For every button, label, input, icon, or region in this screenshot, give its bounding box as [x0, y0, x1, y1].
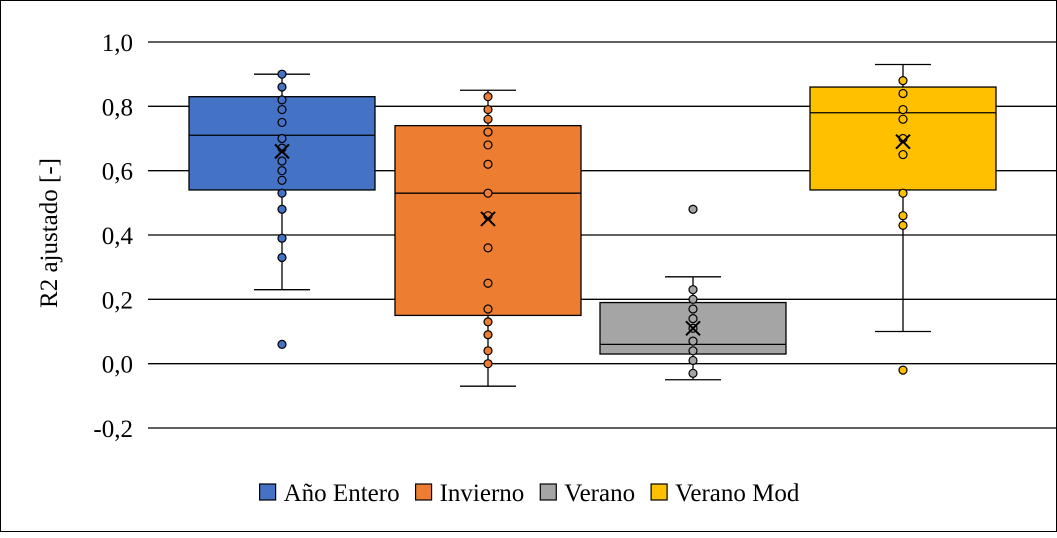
mean-marker-stroke	[685, 320, 701, 336]
data-point	[277, 156, 287, 166]
data-point	[483, 92, 493, 102]
data-point	[277, 104, 287, 115]
legend-label: Verano	[564, 480, 635, 507]
data-point	[688, 314, 698, 324]
y-tick-label: 0,6	[102, 159, 133, 186]
data-point	[688, 368, 698, 378]
data-point	[688, 355, 698, 366]
data-point	[277, 233, 287, 243]
data-point	[483, 114, 493, 124]
data-point	[483, 304, 493, 314]
y-tick-label: 0,0	[102, 352, 133, 379]
data-point	[483, 330, 493, 340]
data-point	[483, 159, 493, 169]
legend-swatch	[539, 483, 557, 501]
data-point	[277, 117, 287, 128]
data-point	[483, 243, 493, 253]
data-point	[277, 133, 287, 144]
legend-swatch	[650, 483, 668, 501]
box-series-2	[394, 89, 582, 387]
data-point	[277, 95, 287, 105]
data-point	[483, 278, 493, 288]
box-series-4	[809, 63, 997, 375]
data-point	[688, 336, 698, 346]
mean-marker-stroke	[480, 211, 496, 227]
y-tick-label: 0,4	[102, 223, 134, 250]
mean-marker	[480, 211, 496, 227]
legend-item: Verano	[539, 480, 635, 507]
box-series-1	[188, 69, 376, 349]
box-series-3	[599, 204, 787, 381]
legend-item: Año Entero	[259, 480, 400, 507]
legend-item: Verano Mod	[650, 480, 800, 507]
data-point	[483, 359, 493, 369]
legend: Año Entero Invierno Verano Verano Mod	[259, 480, 800, 507]
data-point	[277, 188, 287, 198]
data-point	[898, 211, 908, 221]
data-point	[277, 252, 287, 263]
data-point	[277, 166, 287, 176]
y-tick-label: 0,8	[102, 94, 133, 121]
data-point	[277, 82, 287, 92]
data-point	[483, 346, 493, 356]
data-point	[898, 88, 908, 99]
mean-marker	[685, 320, 701, 336]
data-point	[688, 285, 698, 295]
data-point	[898, 104, 908, 115]
data-point	[898, 149, 908, 160]
data-point	[898, 365, 908, 375]
legend-label: Invierno	[440, 480, 525, 507]
mean-marker	[274, 143, 290, 160]
data-point	[898, 220, 908, 230]
legend-swatch	[414, 483, 433, 501]
legend-label: Año Entero	[284, 480, 400, 507]
y-tick-label: 0,2	[102, 287, 133, 314]
data-point	[483, 317, 493, 327]
data-point	[483, 104, 493, 115]
data-point	[483, 140, 493, 150]
data-point	[277, 204, 287, 214]
y-tick-label: -0,2	[93, 416, 133, 443]
data-point	[898, 75, 908, 86]
data-point	[277, 339, 287, 349]
data-point	[688, 346, 698, 356]
data-point	[277, 175, 287, 185]
data-point	[277, 69, 287, 79]
legend-swatch	[259, 483, 277, 501]
y-tick-label: 1,0	[102, 30, 133, 57]
y-axis-tick-labels: 1,0 0,8 0,6 0,4 0,2 0,0 -0,2	[93, 30, 133, 443]
mean-marker-stroke	[274, 143, 290, 160]
y-axis-title: R2 ajustado [-]	[36, 158, 63, 308]
data-point	[688, 204, 698, 214]
data-point	[898, 188, 908, 198]
mean-marker	[895, 134, 911, 150]
legend-item: Invierno	[414, 480, 525, 507]
data-point	[898, 114, 908, 124]
legend-label: Verano Mod	[675, 480, 800, 507]
box-plot-series	[188, 63, 997, 387]
data-point	[483, 127, 493, 137]
data-point	[688, 294, 698, 304]
mean-marker-stroke	[895, 134, 911, 150]
data-point	[688, 304, 698, 314]
data-point	[483, 188, 493, 198]
